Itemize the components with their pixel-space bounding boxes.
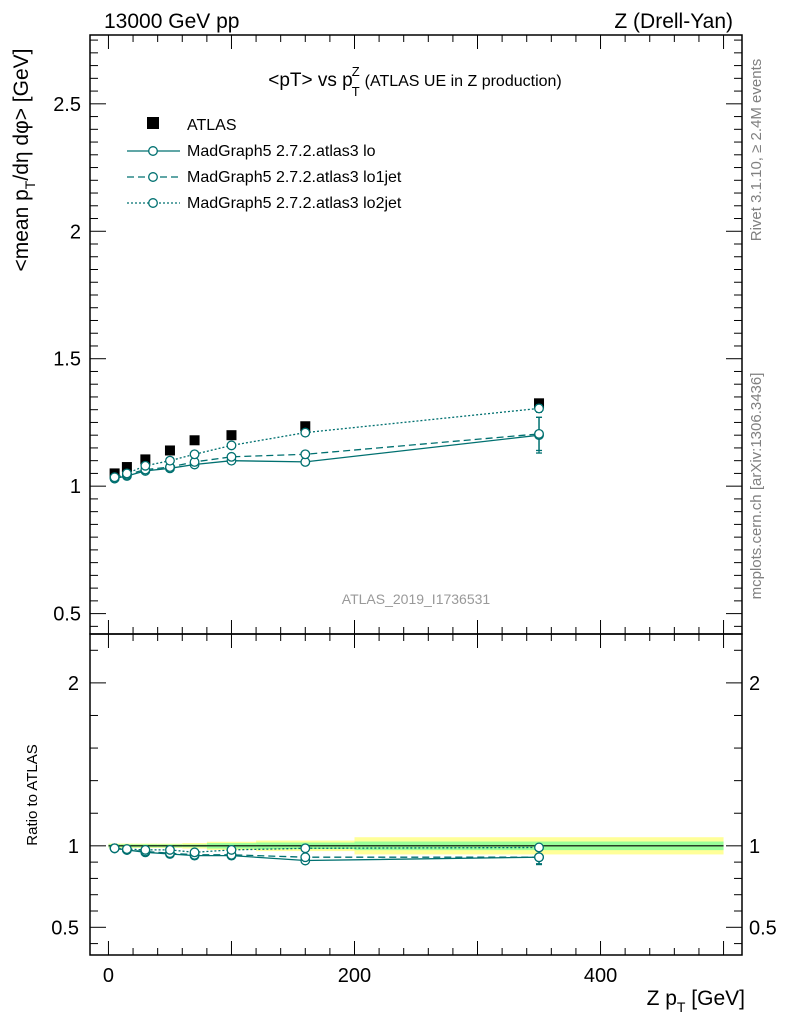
ratio-series2-marker bbox=[121, 844, 132, 855]
series1-marker bbox=[534, 428, 544, 439]
atlas-data-point bbox=[189, 435, 200, 446]
series2-marker bbox=[121, 468, 132, 479]
x-axis-label-pre: Z p bbox=[647, 987, 677, 1010]
header-right: Z (Drell-Yan) bbox=[614, 10, 733, 33]
ratio-y-tick-label-right: 0.5 bbox=[749, 917, 777, 939]
ratio-y-axis-label: Ratio to ATLAS bbox=[24, 744, 41, 845]
series2-marker bbox=[534, 403, 544, 414]
ratio-y-tick-label-right: 2 bbox=[749, 673, 760, 695]
legend-series-marker bbox=[148, 198, 158, 208]
legend-atlas-label: ATLAS bbox=[187, 117, 237, 134]
ratio-y-tick-label-right: 1 bbox=[749, 836, 760, 858]
series2-marker bbox=[109, 472, 120, 483]
atlas-data-point bbox=[164, 445, 175, 456]
ratio-y-tick-label: 0.5 bbox=[51, 917, 79, 939]
x-tick-label: 200 bbox=[338, 965, 371, 987]
legend-atlas-marker bbox=[147, 117, 159, 129]
ratio-series2-marker bbox=[300, 843, 311, 854]
y-axis-label-post: /dη dφ> [GeV] bbox=[10, 49, 33, 181]
ratio-frame bbox=[89, 633, 743, 956]
legend-series-label: MadGraph5 2.7.2.atlas3 lo2jet bbox=[187, 195, 402, 212]
y-axis-label: <mean pT/dη dφ> [GeV] bbox=[10, 49, 38, 272]
ratio-y-tick-label: 2 bbox=[68, 673, 79, 695]
legend-series-label: MadGraph5 2.7.2.atlas3 lo1jet bbox=[187, 169, 402, 186]
x-axis-label-post: [GeV] bbox=[685, 987, 745, 1010]
y-tick-label: 2 bbox=[70, 221, 81, 243]
x-tick-label: 0 bbox=[103, 965, 114, 987]
chart-title: <pT> vs pZ T (ATLAS UE in Z production) bbox=[268, 64, 562, 99]
series2-marker bbox=[300, 427, 311, 438]
legend: ATLAS MadGraph5 2.7.2.atlas3 lo MadGraph5 … bbox=[127, 117, 402, 212]
series1-marker bbox=[300, 449, 311, 460]
ratio-series2-marker bbox=[165, 844, 175, 855]
title-subscript: T bbox=[352, 84, 360, 99]
main-panel: 0.5 1 1.5 2 2.5 bbox=[53, 34, 743, 635]
series2-marker bbox=[140, 460, 151, 471]
analysis-watermark: ATLAS_2019_I1736531 bbox=[342, 591, 491, 607]
y-tick-label: 2.5 bbox=[53, 94, 81, 116]
legend-series-label: MadGraph5 2.7.2.atlas3 lo bbox=[187, 143, 376, 160]
ratio-series2-marker bbox=[534, 842, 544, 853]
ratio-series2-marker bbox=[140, 844, 151, 855]
y-tick-label: 1.5 bbox=[53, 349, 81, 371]
header-left: 13000 GeV pp bbox=[104, 10, 239, 33]
series2-marker bbox=[189, 449, 200, 460]
rivet-label: Rivet 3.1.10, ≥ 2.4M events bbox=[748, 59, 765, 242]
atlas-data-point bbox=[226, 430, 237, 441]
legend-series-marker bbox=[148, 172, 158, 182]
y-tick-label: 1 bbox=[70, 476, 81, 498]
series2-marker bbox=[226, 440, 237, 451]
title-main: <pT> vs p bbox=[268, 70, 353, 91]
title-parenthetical: (ATLAS UE in Z production) bbox=[365, 73, 562, 90]
y-axis-label-pre: <mean p bbox=[10, 189, 33, 271]
ratio-series2-marker bbox=[109, 843, 120, 854]
ratio-series2-marker bbox=[189, 847, 200, 858]
x-axis-label-sub: T bbox=[677, 999, 686, 1015]
atlas-data-point bbox=[534, 398, 545, 409]
ratio-series1-marker bbox=[300, 852, 311, 863]
title-superscript: Z bbox=[352, 64, 360, 79]
atlas-data-point bbox=[140, 454, 151, 465]
ratio-series1-marker bbox=[534, 852, 544, 863]
mcplots-label: mcplots.cern.ch [arXiv:1306.3436] bbox=[748, 373, 765, 600]
legend-series-marker bbox=[148, 146, 158, 156]
ratio-y-tick-label: 1 bbox=[68, 836, 79, 858]
series1-marker bbox=[226, 451, 237, 462]
ratio-panel: 0 200 400 0.5 0.5 1 1 2 2 bbox=[51, 633, 777, 987]
atlas-data-point bbox=[300, 421, 311, 432]
atlas-data-point bbox=[121, 462, 132, 473]
y-axis-label-sub: T bbox=[22, 180, 38, 189]
series2-marker bbox=[165, 455, 175, 466]
ratio-series2-marker bbox=[226, 844, 237, 855]
y-tick-label: 0.5 bbox=[53, 604, 81, 626]
series0-line bbox=[114, 434, 540, 480]
series1-line bbox=[114, 433, 540, 480]
x-tick-label: 400 bbox=[584, 965, 617, 987]
x-axis-label: Z pT [GeV] bbox=[647, 987, 745, 1015]
